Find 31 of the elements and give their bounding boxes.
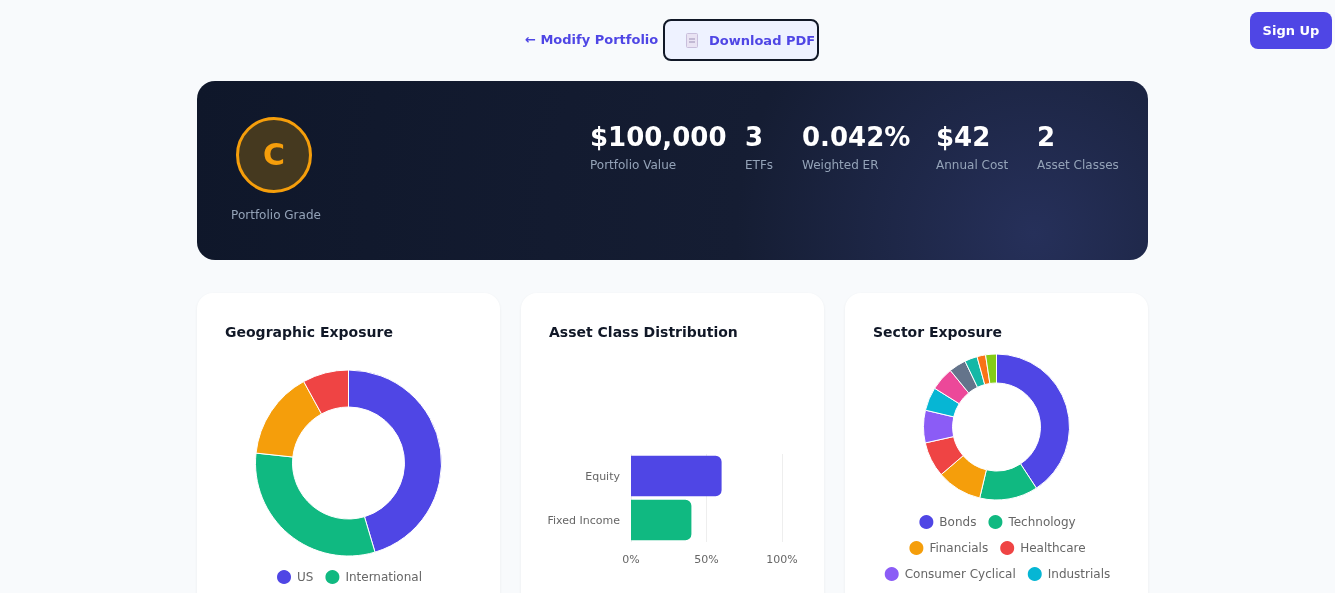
y-tick-label: Fixed Income [547,513,621,527]
text: 2 [1037,122,1056,152]
category-label: Portfolio Value [590,158,678,172]
text: 3 [745,122,764,152]
grade-badge: C [236,117,312,193]
chart-title: Sector Exposure [873,324,1002,340]
text: ← Modify Portfolio [525,32,659,47]
download-button: Download PDF [663,19,819,61]
text: $42 [936,122,991,152]
category-label: Portfolio Grade [230,208,322,222]
category-label: Annual Cost [936,158,1009,172]
legend-label: Consumer Cyclical [904,567,1016,581]
legend-label: US [297,570,314,584]
x-tick-label: 0% [622,553,640,566]
chart-title: Geographic Exposure [225,324,393,340]
category-label: Weighted ER [802,158,880,172]
legend-label: Financials [929,541,989,555]
signup-button: Sign Up [1250,12,1332,49]
legend-label: Industrials [1047,567,1111,581]
y-tick-label: Equity [585,469,621,483]
text: 0.042% [802,122,911,152]
legend-label: Bonds [939,515,977,529]
x-tick-label: 100% [766,553,798,566]
legend-label: International [345,570,422,584]
text: $100,000 [590,122,727,152]
category-label: ETFs [745,158,774,172]
category-label: Asset Classes [1037,158,1119,172]
legend-label: Technology [1007,515,1076,529]
x-tick-label: 50% [694,553,719,566]
legend-label: Healthcare [1020,541,1086,555]
chart-title: Asset Class Distribution [549,324,738,340]
